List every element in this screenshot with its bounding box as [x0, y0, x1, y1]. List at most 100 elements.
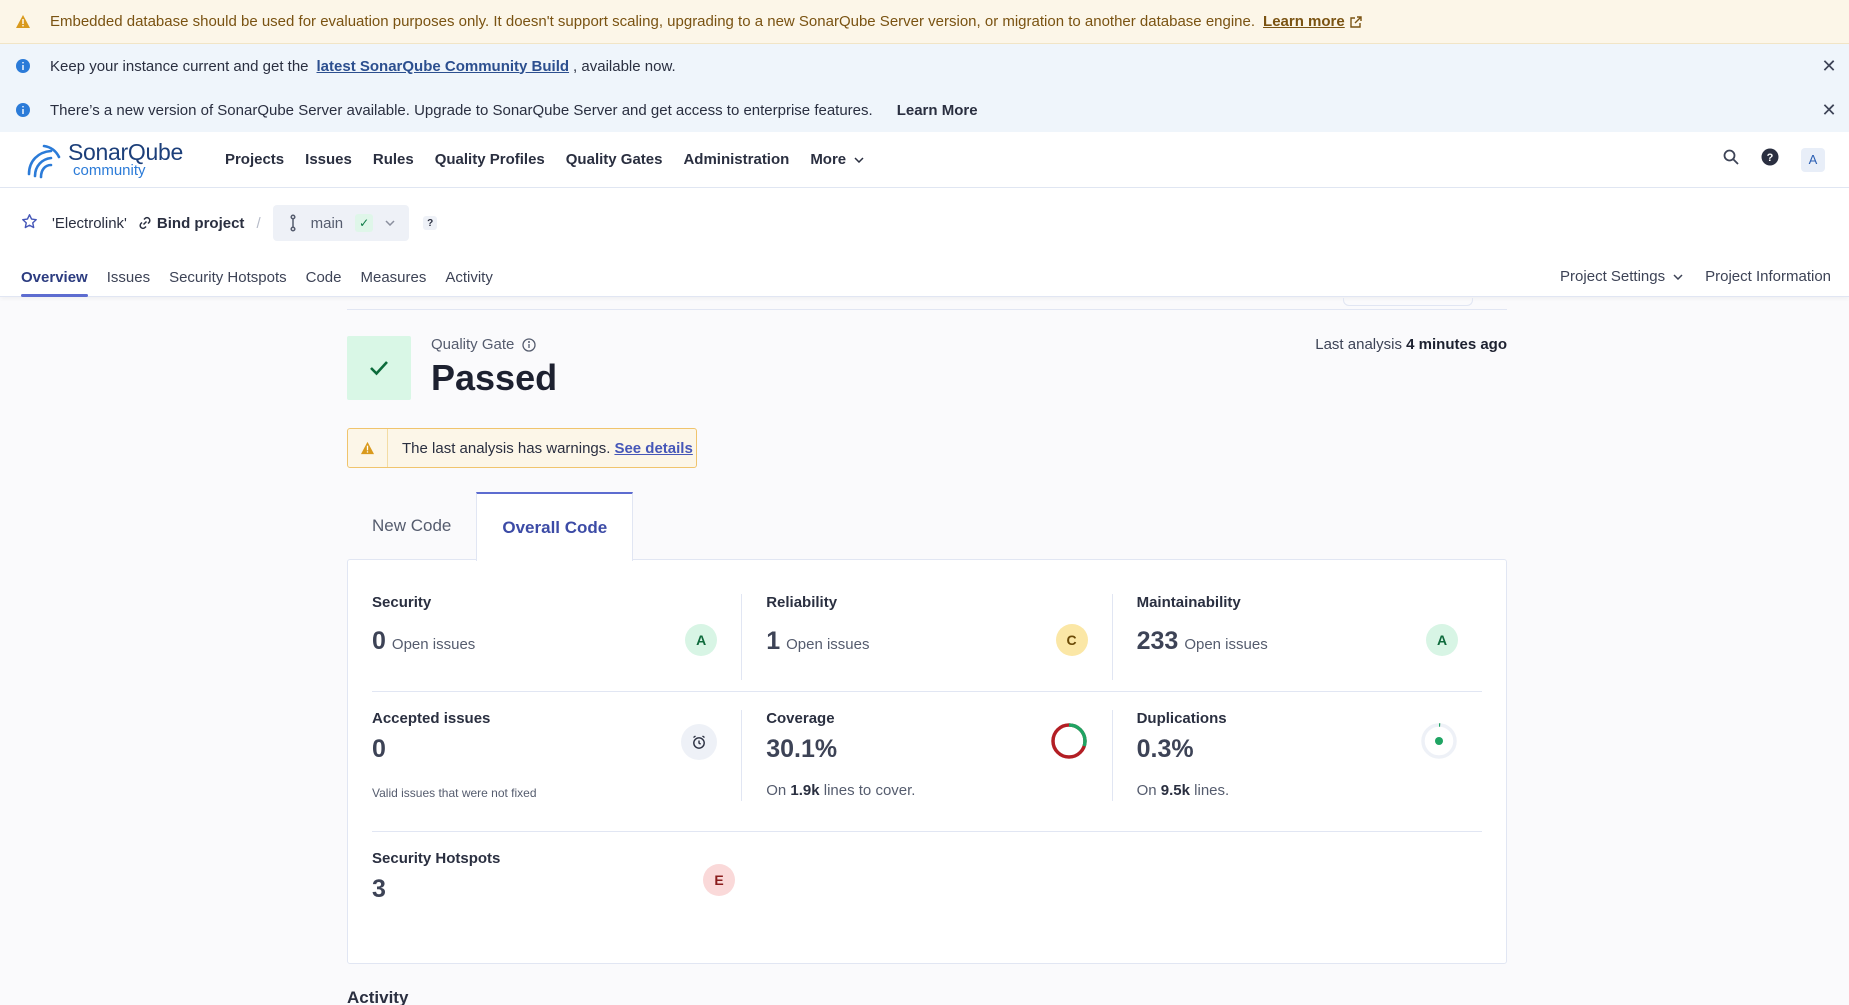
sonarqube-logo[interactable]: SonarQube community — [24, 141, 183, 179]
security-unit: Open issues — [391, 636, 476, 653]
nav-quality-profiles[interactable]: Quality Profiles — [434, 151, 545, 168]
branch-selector[interactable]: main ✓ — [272, 205, 410, 241]
reliability-value[interactable]: 1 — [766, 627, 781, 655]
brand-part1: Sonar — [68, 139, 128, 165]
upgrade-learn-more-link[interactable]: Learn More — [896, 101, 978, 119]
tab-overview[interactable]: Overview — [21, 258, 88, 297]
security-title: Security — [372, 594, 432, 611]
external-link-icon — [1349, 15, 1363, 29]
brand-part2: Qube — [127, 139, 183, 165]
branch-icon — [290, 214, 296, 232]
reliability-title: Reliability — [766, 594, 838, 611]
duplications-prefix: On — [1136, 782, 1157, 799]
security-hotspots-measure[interactable]: Security Hotspots 3 E — [372, 850, 759, 920]
link-icon — [139, 216, 151, 230]
breadcrumb-separator: / — [256, 214, 261, 232]
maintainability-measure[interactable]: Maintainability 233 Open issues A — [1111, 594, 1482, 680]
divider — [372, 691, 1482, 692]
branch-help-icon[interactable]: ? — [423, 216, 438, 230]
hotspots-row: Security Hotspots 3 E — [372, 850, 1482, 920]
help-icon[interactable]: ? — [1761, 148, 1779, 171]
code-period-tabs: New Code Overall Code — [347, 492, 634, 561]
maintainability-value[interactable]: 233 — [1136, 627, 1179, 655]
tab-code[interactable]: Code — [305, 269, 342, 286]
community-build-link[interactable]: latest SonarQube Community Build — [316, 57, 570, 75]
project-settings-menu[interactable]: Project Settings — [1560, 257, 1683, 296]
security-hotspots-value[interactable]: 3 — [372, 875, 386, 903]
info-icon — [14, 101, 32, 119]
coverage-measure[interactable]: Coverage 30.1% On 1.9k lines to cover. — [741, 710, 1111, 801]
svg-text:?: ? — [1767, 152, 1774, 164]
reliability-rating-badge[interactable]: C — [1055, 624, 1088, 656]
divider — [347, 309, 1507, 310]
nav-administration[interactable]: Administration — [683, 151, 790, 168]
maintainability-unit: Open issues — [1184, 636, 1268, 653]
maintainability-rating-badge[interactable]: A — [1426, 624, 1458, 656]
project-settings-label: Project Settings — [1560, 268, 1666, 285]
security-value[interactable]: 0 — [372, 627, 386, 655]
security-hotspots-rating-badge[interactable]: E — [703, 864, 735, 896]
duplications-count: 9.5k — [1160, 782, 1190, 799]
quality-gate-status: Quality Gate Passed — [347, 336, 557, 400]
nav-more-label: More — [810, 151, 847, 168]
accepted-issues-value[interactable]: 0 — [372, 735, 386, 763]
ratings-row: Security 0 Open issues A Reliability 1 O… — [372, 594, 1482, 680]
duplications-value[interactable]: 0.3% — [1136, 735, 1194, 763]
tab-activity[interactable]: Activity — [445, 269, 493, 286]
last-analysis-value: 4 minutes ago — [1406, 336, 1507, 353]
last-analysis: Last analysis 4 minutes ago — [1315, 336, 1507, 353]
nav-rules[interactable]: Rules — [372, 151, 414, 168]
coverage-value[interactable]: 30.1% — [766, 735, 838, 763]
divider — [372, 831, 1482, 832]
last-analysis-label: Last analysis — [1315, 336, 1402, 353]
tab-issues[interactable]: Issues — [106, 269, 151, 286]
analysis-warning: The last analysis has warnings. See deta… — [347, 428, 697, 468]
duplications-dot — [1435, 737, 1443, 745]
learn-more-label: Learn more — [1263, 13, 1345, 30]
passed-icon — [347, 336, 411, 400]
check-icon: ✓ — [355, 214, 374, 232]
warning-icon — [348, 429, 388, 467]
alarm-clock-icon — [681, 724, 718, 760]
see-details-link[interactable]: See details — [614, 439, 693, 457]
tab-new-code[interactable]: New Code — [372, 516, 452, 535]
search-icon[interactable] — [1723, 149, 1739, 170]
nav-projects[interactable]: Projects — [224, 151, 285, 168]
project-name[interactable]: 'Electrolink' — [52, 214, 127, 232]
security-measure[interactable]: Security 0 Open issues A — [372, 594, 741, 680]
close-icon[interactable]: ✕ — [1821, 56, 1837, 76]
tab-overall-code[interactable]: Overall Code — [476, 492, 634, 561]
duplications-lines: On 9.5k lines. — [1137, 782, 1458, 799]
reliability-measure[interactable]: Reliability 1 Open issues C — [741, 594, 1111, 680]
coverage-title: Coverage — [766, 710, 835, 727]
project-information-link[interactable]: Project Information — [1705, 268, 1831, 285]
nav-more[interactable]: More — [810, 151, 864, 168]
coverage-lines: On 1.9k lines to cover. — [766, 782, 1087, 799]
main-nav: Projects Issues Rules Quality Profiles Q… — [225, 151, 864, 168]
security-rating-badge[interactable]: A — [685, 624, 718, 656]
learn-more-link[interactable]: Learn more — [1263, 13, 1345, 30]
duplications-measure[interactable]: Duplications 0.3% On 9.5k lines. — [1111, 710, 1482, 801]
chevron-down-icon — [385, 220, 395, 226]
nav-quality-gates[interactable]: Quality Gates — [565, 151, 663, 168]
db-warning-banner: Embedded database should be used for eva… — [0, 0, 1849, 44]
bind-project-label: Bind project — [156, 214, 245, 232]
project-tabs: Overview Issues Security Hotspots Code M… — [21, 258, 1828, 297]
db-warning-text: Embedded database should be used for eva… — [50, 13, 1256, 30]
duplications-donut-chart — [1421, 723, 1457, 759]
accepted-issues-measure[interactable]: Accepted issues 0 Valid issues that were… — [372, 710, 741, 801]
chevron-down-icon — [854, 156, 864, 163]
nav-issues[interactable]: Issues — [305, 151, 352, 168]
tab-measures[interactable]: Measures — [360, 269, 427, 286]
warning-icon — [14, 13, 32, 31]
maintainability-title: Maintainability — [1136, 594, 1241, 611]
star-icon[interactable] — [21, 213, 38, 234]
upgrade-text: There’s a new version of SonarQube Serve… — [50, 101, 873, 119]
tab-security-hotspots[interactable]: Security Hotspots — [169, 269, 287, 286]
sonar-waves-icon — [27, 144, 61, 178]
info-icon[interactable] — [522, 337, 537, 352]
bind-project-button[interactable]: Bind project — [137, 214, 245, 232]
avatar[interactable]: A — [1801, 147, 1825, 172]
duplications-title: Duplications — [1136, 710, 1227, 727]
close-icon[interactable]: ✕ — [1821, 100, 1837, 120]
